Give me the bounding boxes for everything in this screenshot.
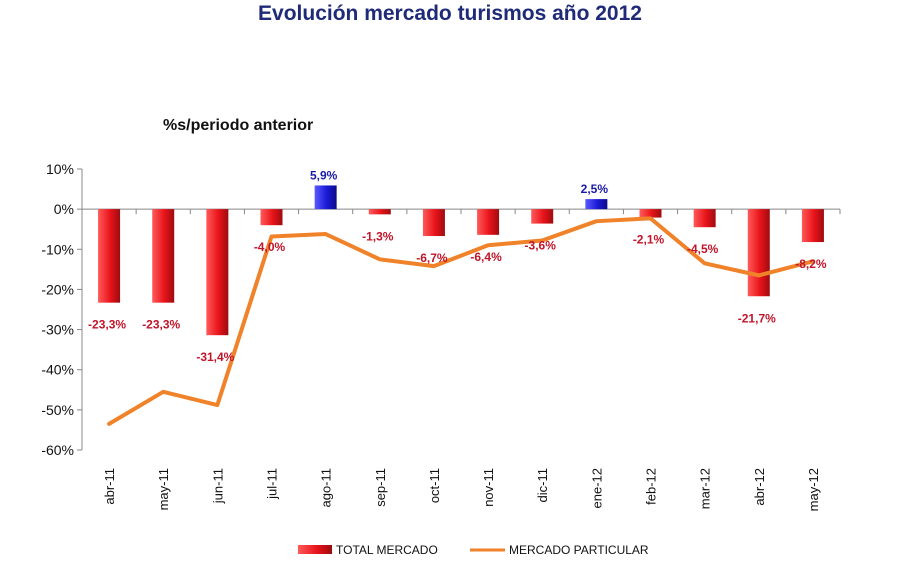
data-label: -8,2%: [795, 257, 827, 271]
data-label: -21,7%: [738, 311, 776, 325]
data-label: -3,6%: [525, 239, 557, 253]
bar: [639, 209, 662, 218]
x-tick-label: abr-12: [752, 468, 767, 506]
bar: [206, 209, 229, 336]
y-tick-label: -10%: [41, 241, 74, 257]
y-tick-label: 0%: [54, 201, 74, 217]
bar: [477, 209, 500, 235]
data-label: -1,3%: [362, 229, 394, 243]
y-tick-label: -50%: [41, 402, 74, 418]
y-tick-label: -20%: [41, 281, 74, 297]
x-tick-label: sep-11: [373, 468, 388, 507]
y-tick-label: 10%: [46, 161, 74, 177]
chart-title: Evolución mercado turismos año 2012: [258, 2, 642, 25]
data-label: -23,3%: [142, 318, 180, 332]
bar: [693, 209, 716, 228]
x-tick-label: may-12: [806, 468, 821, 511]
legend-label-mercado-particular: MERCADO PARTICULAR: [509, 543, 649, 557]
bar: [260, 209, 283, 226]
bar: [747, 209, 770, 297]
data-label: -2,1%: [633, 233, 665, 247]
x-tick-label: mar-12: [698, 468, 713, 509]
bar: [368, 209, 391, 215]
x-tick-label: nov-11: [481, 468, 496, 507]
data-label: -4,5%: [687, 242, 719, 256]
y-tick-label: -40%: [41, 362, 74, 378]
bar: [585, 199, 608, 210]
data-labels: -23,3% -23,3% -31,4% -4,0% 5,9% -1,3% -6,7% -6,…: [88, 168, 827, 364]
bar: [98, 209, 121, 303]
x-tick-label: feb-12: [644, 468, 659, 505]
y-tick-label: -60%: [41, 442, 74, 458]
line-mercado-particular: [107, 216, 815, 426]
data-label: 2,5%: [581, 182, 609, 196]
data-label: -4,0%: [254, 240, 286, 254]
x-tick-label: ene-12: [589, 468, 604, 508]
x-tick-label: oct-11: [427, 468, 442, 503]
y-tick-label: -30%: [41, 322, 74, 338]
chart-subtitle: %s/periodo anterior: [163, 117, 314, 134]
bar: [314, 185, 337, 210]
line-series: [107, 216, 815, 426]
data-label: -6,7%: [416, 251, 448, 265]
data-label: -6,4%: [470, 250, 502, 264]
data-label: 5,9%: [310, 168, 338, 182]
x-tick-label: jun-11: [210, 468, 225, 504]
x-tick-label: ago-11: [319, 468, 334, 508]
legend-label-total-mercado: TOTAL MERCADO: [336, 543, 438, 557]
x-tick-label: may-11: [156, 468, 171, 510]
x-tick-label: dic-11: [535, 468, 550, 502]
bar-series: [98, 185, 824, 336]
x-tick-label: abr-11: [102, 468, 117, 505]
bar: [422, 209, 445, 237]
bar: [152, 209, 175, 303]
legend: TOTAL MERCADO MERCADO PARTICULAR: [298, 543, 649, 557]
bar: [531, 209, 554, 224]
x-tick-label: jul-11: [265, 468, 280, 500]
bar: [801, 209, 824, 243]
data-label: -31,4%: [196, 350, 234, 364]
legend-swatch-total-mercado: [298, 545, 332, 554]
data-label: -23,3%: [88, 318, 126, 332]
